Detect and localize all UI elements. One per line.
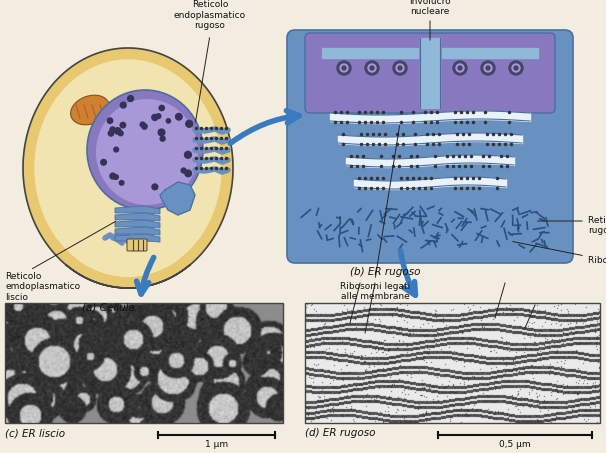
Polygon shape [160,182,195,215]
Text: (d) ER rugoso: (d) ER rugoso [305,428,376,438]
Polygon shape [23,48,233,288]
Bar [305,303,600,423]
Text: Reticolo endoplasmatico
rugoso: Reticolo endoplasmatico rugoso [588,216,606,236]
Circle shape [166,119,170,123]
Circle shape [186,120,193,127]
Text: Reticolo
endoplasmatico
rugoso: Reticolo endoplasmatico rugoso [174,0,246,30]
Ellipse shape [96,99,198,205]
Circle shape [342,66,346,70]
FancyBboxPatch shape [305,33,555,113]
Ellipse shape [71,95,110,125]
Text: 1 μm: 1 μm [205,440,228,449]
Circle shape [160,136,165,141]
Circle shape [484,64,492,72]
Circle shape [119,181,124,185]
Circle shape [120,122,125,128]
Circle shape [101,159,107,165]
Circle shape [110,173,116,179]
Circle shape [156,114,161,119]
Circle shape [456,64,464,72]
Circle shape [185,170,191,177]
Circle shape [142,124,147,129]
Circle shape [181,168,186,173]
Circle shape [453,61,467,75]
Circle shape [121,102,126,108]
Circle shape [396,64,404,72]
Text: Reticolo
emdoplasmatico
liscio: Reticolo emdoplasmatico liscio [5,272,80,302]
Circle shape [512,64,520,72]
Circle shape [368,64,376,72]
Circle shape [509,61,523,75]
Text: Involucro
nucleare: Involucro nucleare [409,0,451,16]
Circle shape [110,127,115,132]
Circle shape [152,115,158,120]
FancyBboxPatch shape [127,239,147,251]
Circle shape [113,175,118,179]
Circle shape [458,66,462,70]
FancyBboxPatch shape [287,30,573,263]
Bar [5,303,283,423]
Polygon shape [115,234,160,242]
Circle shape [486,66,490,70]
Circle shape [514,66,518,70]
Polygon shape [35,60,221,276]
Ellipse shape [87,90,203,210]
Text: (a) Cellula: (a) Cellula [82,303,135,313]
Circle shape [114,147,119,152]
Circle shape [176,113,182,120]
Circle shape [115,128,121,134]
Circle shape [152,184,158,190]
Polygon shape [115,213,160,221]
Circle shape [159,105,164,111]
Text: (c) ER liscio: (c) ER liscio [5,428,65,438]
Circle shape [340,64,348,72]
Text: Ribosomi liberi: Ribosomi liberi [588,256,606,265]
Circle shape [185,151,191,158]
Circle shape [365,61,379,75]
Polygon shape [115,227,160,235]
Text: 0,5 μm: 0,5 μm [499,440,531,449]
Circle shape [393,61,407,75]
Circle shape [128,96,133,101]
Circle shape [398,66,402,70]
Polygon shape [115,220,160,228]
Circle shape [108,130,114,136]
Circle shape [481,61,495,75]
Circle shape [158,129,165,136]
Circle shape [337,61,351,75]
Text: Ribosomi legati
alle membrane: Ribosomi legati alle membrane [340,282,410,301]
Polygon shape [115,206,160,214]
Circle shape [118,131,123,136]
Circle shape [107,118,113,123]
Circle shape [370,66,374,70]
Circle shape [140,122,145,127]
Text: (b) ER rugoso: (b) ER rugoso [350,267,421,277]
